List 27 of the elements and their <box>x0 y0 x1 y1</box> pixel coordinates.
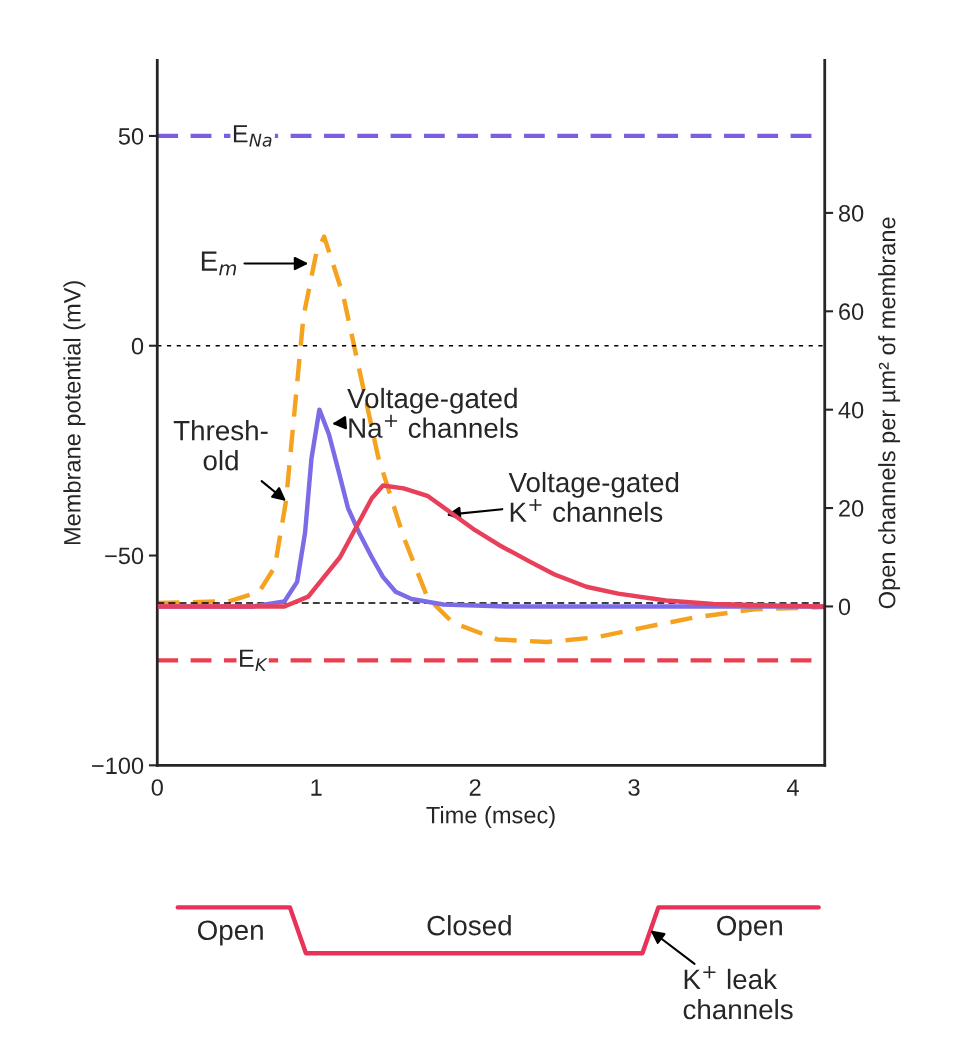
x-tick-label: 2 <box>469 779 481 796</box>
annotation: E$_{m}$ <box>201 251 237 276</box>
text: K$^{+}$ leak channels <box>683 966 793 1020</box>
annotation: Open <box>197 920 263 946</box>
ref-line-label: E$_{Na}$ <box>233 125 272 147</box>
y2-tick-label: 80 <box>838 204 864 222</box>
annotation: Thresh- old <box>173 420 268 471</box>
x-tick-label: 3 <box>628 779 640 796</box>
y-tick-label: 0 <box>131 337 144 355</box>
y2-tick-label: 0 <box>838 598 851 616</box>
x-tick-label: 0 <box>151 779 163 796</box>
y-tick-label: −100 <box>92 757 144 775</box>
x-tick-label: 1 <box>311 779 322 796</box>
y2-tick-label: 40 <box>838 401 864 419</box>
y-axis-title: Membrane potential (mV) <box>63 281 86 545</box>
y-tick-label: 50 <box>118 128 144 145</box>
y2-axis-title: Open channels per µm² of membrane <box>878 217 901 609</box>
x-tick-label: 4 <box>786 779 799 796</box>
y2-tick-label: 60 <box>839 303 864 321</box>
annotation: Voltage-gated Na$^{+}$ channels <box>347 387 518 438</box>
annotation: Open <box>717 915 782 941</box>
annotation: Voltage-gated K$^{+}$ channels <box>508 471 679 523</box>
ref-line-label: E$_{K}$ <box>240 649 268 671</box>
y2-tick-label: 20 <box>839 500 864 517</box>
x-axis-title: Time (msec) <box>426 806 555 829</box>
y-tick-label: −50 <box>105 547 144 565</box>
annotation: Closed <box>427 915 511 936</box>
